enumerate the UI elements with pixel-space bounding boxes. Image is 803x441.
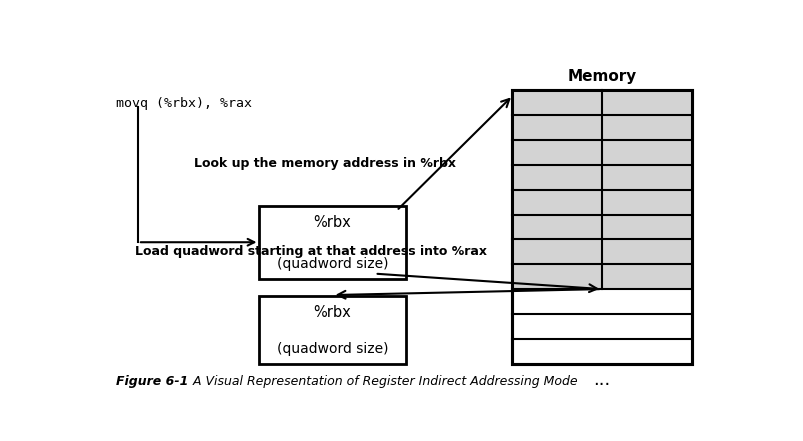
Text: Figure 6-1: Figure 6-1 [116,375,188,389]
Text: %rbx: %rbx [313,215,351,230]
FancyBboxPatch shape [511,90,691,364]
FancyBboxPatch shape [259,296,406,364]
Text: Load quadword starting at that address into %rax: Load quadword starting at that address i… [135,245,486,258]
Text: Look up the memory address in %rbx: Look up the memory address in %rbx [194,157,455,170]
FancyBboxPatch shape [511,90,691,289]
Text: (quadword size): (quadword size) [276,257,388,271]
Text: movq (%rbx), %rax: movq (%rbx), %rax [116,97,252,110]
Text: Memory: Memory [567,69,636,84]
Text: ...: ... [593,371,610,389]
Text: (quadword size): (quadword size) [276,342,388,356]
Text: %rbx: %rbx [313,305,351,320]
FancyBboxPatch shape [259,206,406,279]
Text: A Visual Representation of Register Indirect Addressing Mode: A Visual Representation of Register Indi… [185,375,577,389]
